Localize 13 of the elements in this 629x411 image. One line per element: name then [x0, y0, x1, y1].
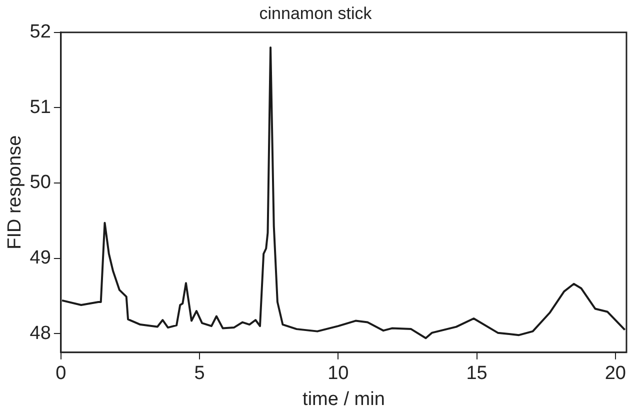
y-axis-title: FID response	[4, 135, 26, 250]
y-tick-label: 51	[30, 96, 51, 118]
chart-title: cinnamon stick	[259, 4, 372, 23]
x-tick-label: 10	[328, 363, 349, 384]
y-tick-label: 50	[30, 172, 51, 194]
x-axis-title: time / min	[302, 388, 385, 410]
y-tick-label: 48	[30, 322, 51, 344]
x-tick-label: 0	[56, 363, 66, 384]
y-tick-label: 49	[30, 248, 51, 269]
x-tick-label: 5	[194, 363, 205, 384]
x-tick-label: 15	[466, 363, 488, 384]
y-tick-label: 52	[30, 22, 51, 43]
x-tick-label: 20	[604, 363, 626, 384]
